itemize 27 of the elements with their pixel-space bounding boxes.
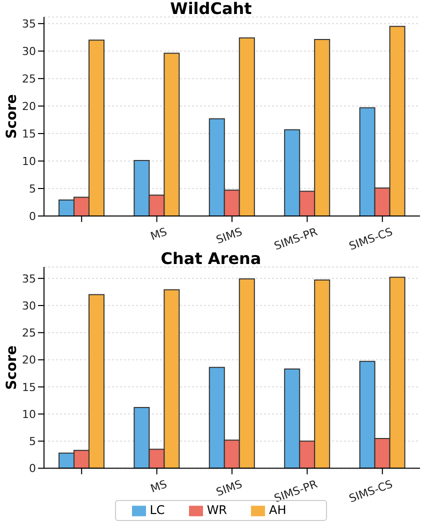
y-tick-label: 5 bbox=[29, 435, 36, 448]
y-tick-label: 35 bbox=[22, 272, 36, 286]
y-tick-label: 0 bbox=[29, 462, 36, 476]
y-tick-label: 25 bbox=[22, 326, 36, 340]
x-tick-label: SIMS bbox=[214, 478, 244, 499]
x-tick-label: MS bbox=[148, 478, 169, 496]
y-axis-title: Score bbox=[4, 345, 20, 390]
y-tick-label: 35 bbox=[22, 18, 36, 30]
y-tick-label: 0 bbox=[29, 210, 36, 223]
chart-title: Chat Arena bbox=[160, 249, 262, 268]
x-tick-label: SIMS bbox=[214, 225, 244, 247]
x-tick-label: MS bbox=[148, 225, 169, 244]
y-tick-label: 10 bbox=[22, 408, 36, 421]
y-tick-label: 15 bbox=[22, 127, 36, 140]
y-tick-label: 25 bbox=[22, 72, 36, 86]
y-tick-label: 10 bbox=[22, 154, 36, 168]
legend-label: WR bbox=[206, 503, 228, 518]
y-tick-label: 5 bbox=[29, 182, 36, 196]
y-tick-label: 20 bbox=[22, 100, 36, 113]
y-tick-label: 30 bbox=[22, 44, 36, 58]
y-tick-label: 30 bbox=[22, 299, 36, 312]
chart-title: WildCaht bbox=[169, 0, 253, 18]
y-tick-label: 15 bbox=[22, 380, 36, 394]
legend-label: AH bbox=[269, 503, 286, 518]
y-tick-label: 20 bbox=[22, 354, 36, 367]
legend-label: LC bbox=[150, 503, 165, 518]
y-axis-title: Score bbox=[4, 94, 20, 139]
